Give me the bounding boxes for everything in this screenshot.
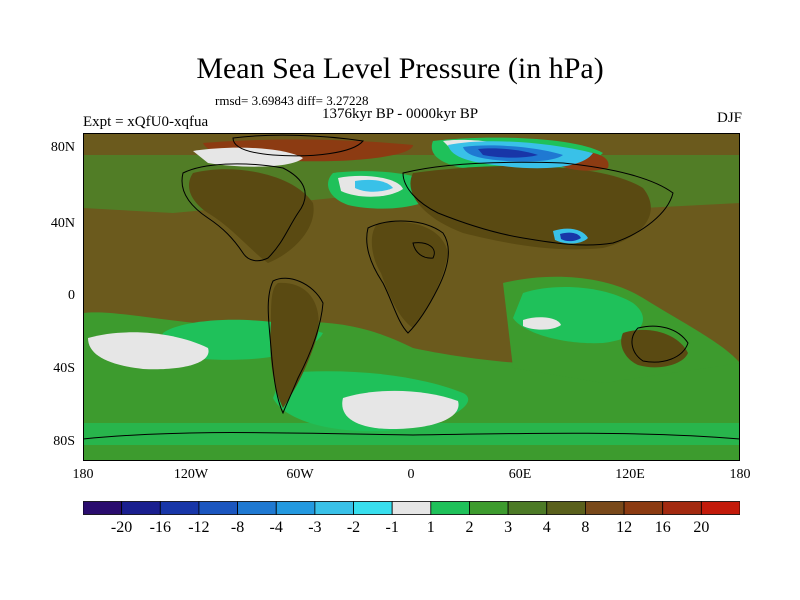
lon-tick-120w: 120W: [173, 467, 209, 482]
colorbar-label: 4: [542, 519, 551, 536]
colorbar-cell: [430, 501, 470, 515]
lon-tick-180w: 180: [72, 467, 94, 482]
colorbar-cell: [507, 501, 548, 515]
period-text: 1376kyr BP - 0000kyr BP: [322, 106, 479, 122]
colorbar-cell: [275, 501, 316, 515]
colorbar-label: -2: [346, 519, 361, 536]
lon-tick-0: 0: [407, 467, 415, 482]
map-frame: [83, 133, 740, 461]
colorbar-label: -4: [269, 519, 283, 536]
field-negative-zones: [355, 141, 593, 244]
colorbar-label: -16: [149, 519, 171, 536]
colorbar-label: -12: [188, 519, 210, 536]
lat-tick-80n: 80N: [50, 140, 75, 155]
colorbar-label: 20: [693, 519, 710, 536]
lat-tick-80s: 80S: [53, 434, 75, 449]
colorbar-label: 16: [654, 519, 671, 536]
lat-tick-40n: 40N: [50, 216, 75, 231]
colorbar-label: -20: [110, 519, 133, 536]
stats-text: rmsd= 3.69843 diff= 3.27228: [215, 93, 369, 108]
lon-tick-180e: 180: [729, 467, 751, 482]
coastlines: [83, 134, 740, 440]
colorbar-label: -1: [385, 519, 399, 536]
lon-tick-120e: 120E: [615, 467, 645, 482]
colorbar-label: 8: [581, 519, 590, 536]
colorbar-cell: [469, 501, 509, 515]
plot-title: Mean Sea Level Pressure (in hPa): [196, 52, 604, 85]
colorbar-label: 3: [504, 519, 513, 536]
colorbar-label: -3: [308, 519, 322, 536]
lon-tick-60e: 60E: [508, 467, 532, 482]
lon-tick-60w: 60W: [286, 467, 314, 482]
colorbar: [83, 501, 740, 515]
experiment-label: Expt = xQfU0-xqfua: [83, 114, 209, 130]
colorbar-cell: [391, 501, 432, 515]
season-label: DJF: [716, 110, 742, 126]
colorbar-label: 12: [616, 519, 633, 536]
colorbar-cell: [198, 501, 238, 515]
colorbar-label: 2: [465, 519, 474, 536]
colorbar-cell: [700, 501, 740, 515]
colorbar-cell: [83, 501, 123, 515]
colorbar-label: -8: [230, 519, 245, 536]
colorbar-cell: [662, 501, 702, 515]
colorbar-cell: [585, 501, 625, 515]
colorbar-cell: [353, 501, 393, 515]
lat-tick-40s: 40S: [53, 361, 75, 376]
colorbar-cell: [121, 501, 161, 515]
colorbar-cell: [237, 501, 277, 515]
colorbar-cell: [623, 501, 664, 515]
colorbar-cell: [314, 501, 354, 515]
colorbar-cell: [159, 501, 200, 515]
colorbar-label: 1: [426, 519, 435, 536]
colorbar-cell: [546, 501, 586, 515]
lat-tick-0: 0: [68, 288, 75, 303]
pressure-map: [83, 133, 740, 461]
